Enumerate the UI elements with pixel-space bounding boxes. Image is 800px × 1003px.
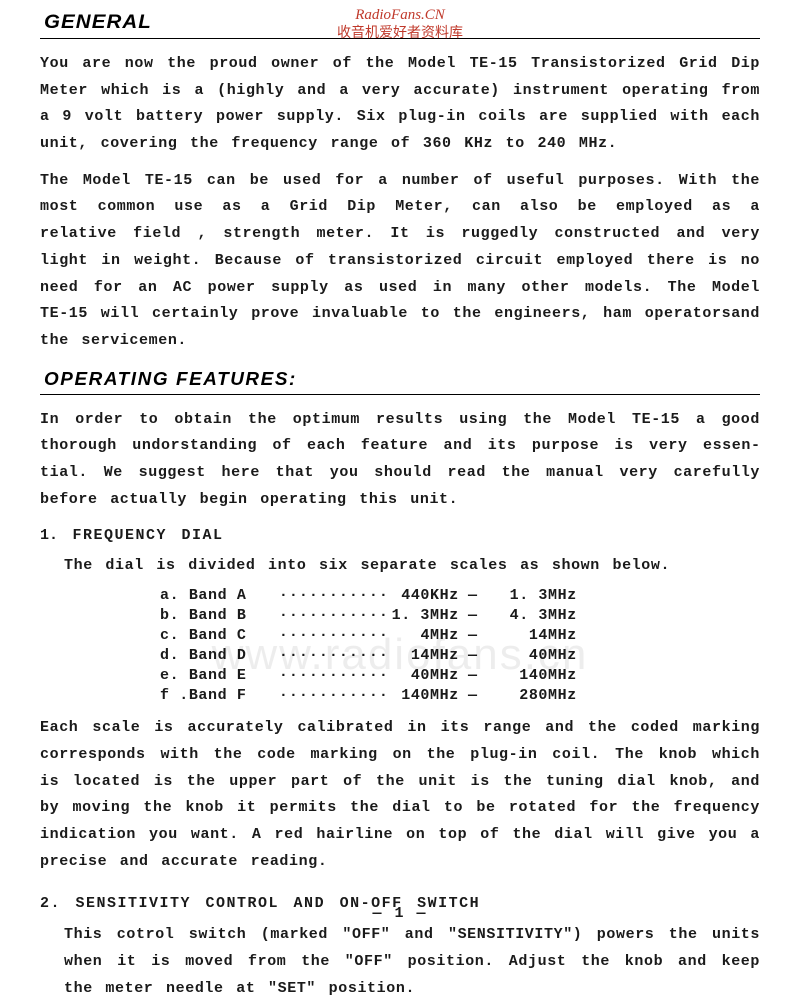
band-letter: d.	[160, 645, 189, 665]
band-name: Band E	[189, 665, 279, 685]
table-row: b.Band B···········1. 3MHz—4. 3MHz	[160, 605, 577, 625]
page-number: — 1 —	[0, 905, 800, 922]
band-dash: —	[459, 685, 487, 705]
band-letter: f .	[160, 685, 189, 705]
sensitivity-body: This cotrol switch (marked "OFF" and "SE…	[64, 922, 760, 1002]
divider	[40, 394, 760, 395]
table-row: e.Band E···········40MHz—140MHz	[160, 665, 577, 685]
general-paragraph-2: The Model TE-15 can be used for a number…	[40, 168, 760, 355]
band-to: 40MHz	[487, 645, 577, 665]
heading-text: FREQUENCY DIAL	[73, 527, 224, 544]
heading-frequency-dial: 1. FREQUENCY DIAL	[40, 527, 760, 544]
band-dots: ···········	[279, 625, 389, 645]
band-dots: ···········	[279, 685, 389, 705]
band-from: 440KHz	[389, 585, 459, 605]
band-dots: ···········	[279, 585, 389, 605]
band-name: Band B	[189, 605, 279, 625]
band-name: Band A	[189, 585, 279, 605]
band-letter: b.	[160, 605, 189, 625]
band-dash: —	[459, 665, 487, 685]
band-dash: —	[459, 645, 487, 665]
band-from: 14MHz	[389, 645, 459, 665]
freq-dial-intro: The dial is divided into six separate sc…	[64, 552, 760, 579]
table-row: c.Band C···········4MHz—14MHz	[160, 625, 577, 645]
band-from: 40MHz	[389, 665, 459, 685]
heading-number: 1.	[40, 527, 58, 544]
band-dots: ···········	[279, 665, 389, 685]
band-to: 1. 3MHz	[487, 585, 577, 605]
band-to: 140MHz	[487, 665, 577, 685]
band-name: Band F	[189, 685, 279, 705]
band-dots: ···········	[279, 645, 389, 665]
band-to: 14MHz	[487, 625, 577, 645]
operating-intro: In order to obtain the optimum results u…	[40, 407, 760, 514]
band-name: Band C	[189, 625, 279, 645]
band-to: 4. 3MHz	[487, 605, 577, 625]
table-row: d.Band D···········14MHz—40MHz	[160, 645, 577, 665]
band-dash: —	[459, 625, 487, 645]
band-letter: a.	[160, 585, 189, 605]
table-row: a.Band A···········440KHz—1. 3MHz	[160, 585, 577, 605]
band-from: 140MHz	[389, 685, 459, 705]
band-from: 1. 3MHz	[389, 605, 459, 625]
document-page: RadioFans.CN 收音机爱好者资料库 GENERAL You are n…	[0, 0, 800, 932]
freq-dial-after: Each scale is accurately calibrated in i…	[40, 715, 760, 875]
band-letter: e.	[160, 665, 189, 685]
band-dots: ···········	[279, 605, 389, 625]
band-name: Band D	[189, 645, 279, 665]
frequency-band-table: a.Band A···········440KHz—1. 3MHzb.Band …	[160, 585, 577, 705]
band-to: 280MHz	[487, 685, 577, 705]
band-from: 4MHz	[389, 625, 459, 645]
heading-general: GENERAL	[44, 12, 800, 34]
band-dash: —	[459, 585, 487, 605]
band-dash: —	[459, 605, 487, 625]
general-paragraph-1: You are now the proud owner of the Model…	[40, 51, 760, 158]
table-row: f .Band F···········140MHz—280MHz	[160, 685, 577, 705]
heading-operating-features: OPERATING FEATURES:	[44, 369, 796, 390]
band-letter: c.	[160, 625, 189, 645]
